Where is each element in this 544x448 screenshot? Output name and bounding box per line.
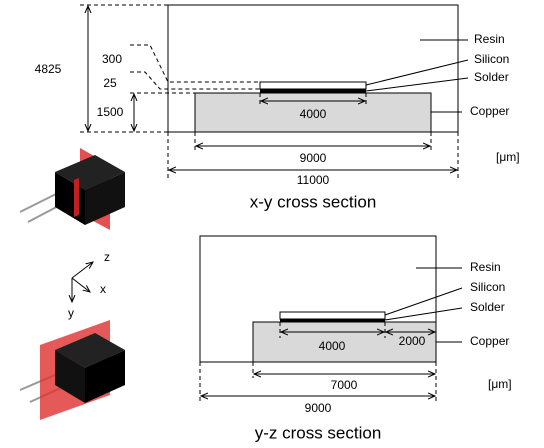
label: Copper bbox=[470, 104, 509, 118]
axis-label: x bbox=[100, 282, 106, 296]
label: Resin bbox=[470, 260, 501, 274]
dim: 7000 bbox=[331, 378, 358, 392]
label: Copper bbox=[470, 334, 509, 348]
axis-label: z bbox=[104, 250, 110, 264]
dim: 4000 bbox=[319, 339, 346, 353]
package-icon bbox=[20, 148, 125, 230]
leader bbox=[385, 288, 462, 315]
yz-section: Resin Silicon Solder Copper 4000 2000 70… bbox=[200, 236, 512, 442]
label: Solder bbox=[474, 70, 509, 84]
ext-line bbox=[130, 72, 260, 89]
caption: y-z cross section bbox=[255, 423, 382, 442]
dim: 4825 bbox=[35, 62, 62, 76]
unit: [μm] bbox=[488, 377, 512, 391]
leader bbox=[385, 308, 462, 320]
dim: 2000 bbox=[399, 334, 426, 348]
label: Silicon bbox=[474, 52, 509, 66]
package-icon bbox=[20, 320, 125, 420]
unit: [μm] bbox=[496, 150, 520, 164]
caption: x-y cross section bbox=[250, 192, 377, 211]
diagram: Resin Silicon Solder Copper 4825 300 25 … bbox=[0, 0, 544, 448]
leader bbox=[366, 78, 468, 91]
solder bbox=[260, 89, 366, 93]
dim: 9000 bbox=[305, 401, 332, 415]
label: Resin bbox=[474, 32, 505, 46]
dim: 4000 bbox=[300, 107, 327, 121]
dim: 300 bbox=[102, 52, 122, 66]
label: Silicon bbox=[470, 280, 505, 294]
dim: 25 bbox=[103, 76, 117, 90]
silicon bbox=[260, 82, 366, 89]
dim: 11000 bbox=[297, 173, 330, 187]
label: Solder bbox=[470, 300, 505, 314]
axes-icon: z x y bbox=[68, 250, 110, 320]
dim: 9000 bbox=[300, 151, 327, 165]
axis-label: y bbox=[68, 306, 74, 320]
dim: 1500 bbox=[97, 105, 124, 119]
silicon bbox=[280, 312, 385, 319]
leader bbox=[366, 60, 468, 85]
solder bbox=[280, 319, 385, 322]
